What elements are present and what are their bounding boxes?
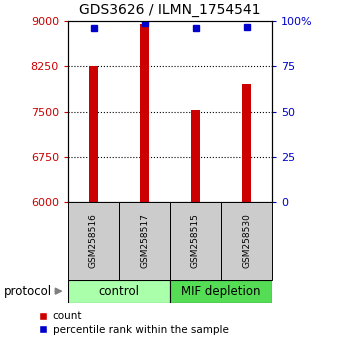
Text: MIF depletion: MIF depletion: [181, 285, 261, 298]
Bar: [68, 202, 119, 280]
Text: GSM258515: GSM258515: [191, 213, 200, 268]
Text: GSM258517: GSM258517: [140, 213, 149, 268]
Text: GSM258530: GSM258530: [242, 213, 251, 268]
Bar: [191, 110, 200, 202]
Bar: [170, 280, 272, 303]
Text: control: control: [99, 285, 139, 298]
Legend: count, percentile rank within the sample: count, percentile rank within the sample: [39, 312, 228, 335]
Bar: [68, 280, 170, 303]
Text: protocol: protocol: [3, 285, 52, 298]
Bar: [89, 66, 98, 202]
Bar: [140, 24, 149, 202]
Bar: [242, 84, 251, 202]
Bar: [119, 202, 170, 280]
Title: GDS3626 / ILMN_1754541: GDS3626 / ILMN_1754541: [79, 4, 261, 17]
Bar: [170, 202, 221, 280]
Text: GSM258516: GSM258516: [89, 213, 98, 268]
Bar: [221, 202, 272, 280]
